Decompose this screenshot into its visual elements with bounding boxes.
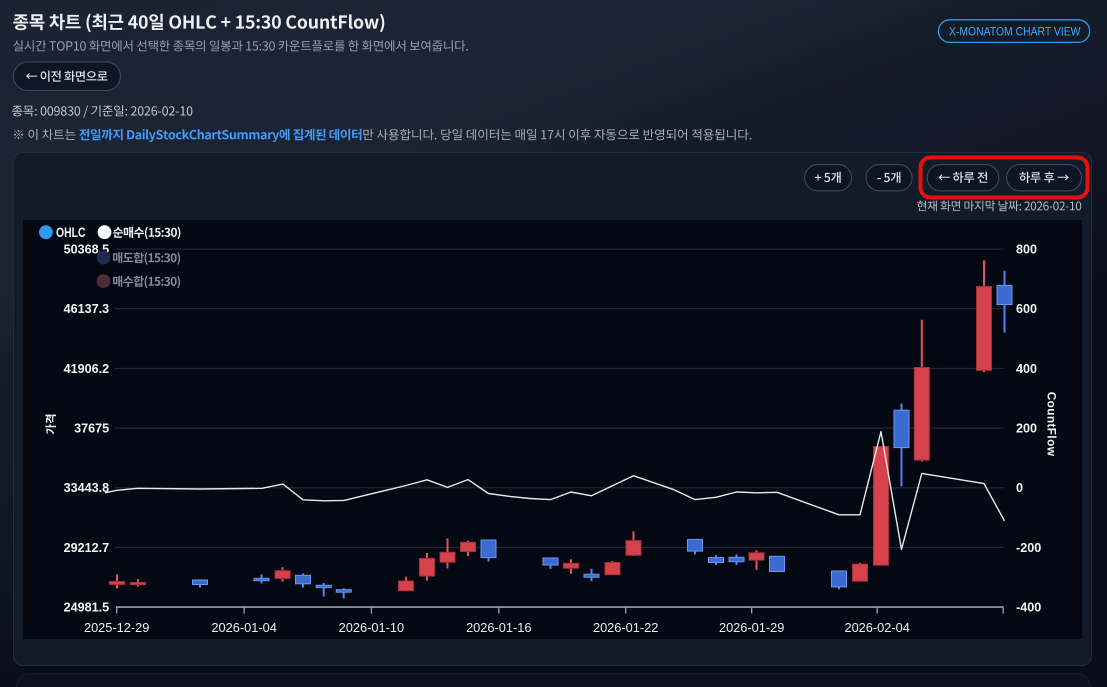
svg-text:2026-01-10: 2026-01-10 [339, 620, 404, 635]
svg-text:600: 600 [1016, 302, 1037, 316]
svg-text:OHLC: OHLC [56, 225, 86, 240]
svg-text:41906.2: 41906.2 [64, 362, 110, 376]
svg-text:2025-12-29: 2025-12-29 [84, 620, 149, 635]
svg-text:X-MONATOM CHART VIEW: X-MONATOM CHART VIEW [949, 24, 1081, 38]
svg-text:-200: -200 [1016, 541, 1041, 555]
svg-text:2026-02-04: 2026-02-04 [844, 620, 909, 635]
svg-text:2026-01-22: 2026-01-22 [593, 620, 658, 635]
svg-text:50368.5: 50368.5 [64, 243, 110, 257]
svg-text:2026-01-16: 2026-01-16 [466, 620, 531, 635]
svg-text:37675: 37675 [74, 422, 109, 436]
svg-text:2026-01-29: 2026-01-29 [719, 620, 784, 635]
svg-text:0: 0 [1016, 481, 1023, 495]
svg-text:29212.7: 29212.7 [64, 541, 110, 555]
svg-text:46137.3: 46137.3 [64, 302, 110, 316]
svg-text:400: 400 [1016, 362, 1037, 376]
svg-text:800: 800 [1016, 243, 1037, 257]
svg-text:2026-01-04: 2026-01-04 [211, 620, 276, 635]
svg-text:33443.8: 33443.8 [64, 481, 110, 495]
svg-text:24981.5: 24981.5 [64, 601, 110, 615]
svg-text:CountFlow: CountFlow [1045, 392, 1059, 457]
svg-text:-400: -400 [1016, 601, 1041, 615]
svg-text:200: 200 [1016, 422, 1037, 436]
